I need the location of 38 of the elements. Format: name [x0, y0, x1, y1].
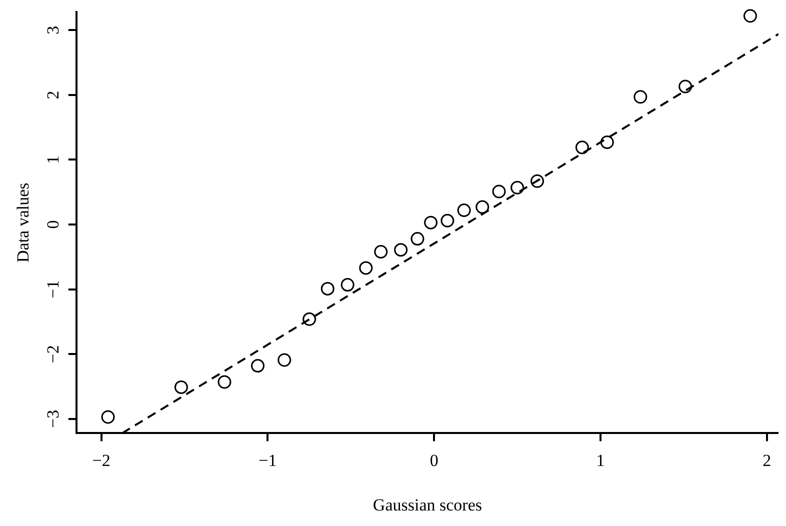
- x-axis-title: Gaussian scores: [372, 495, 482, 514]
- point: [278, 353, 292, 367]
- point: [101, 410, 115, 424]
- point: [440, 214, 454, 228]
- point: [302, 312, 316, 326]
- y-tick-label: 3: [43, 26, 62, 34]
- x-tick-label: −2: [92, 450, 110, 470]
- point: [320, 282, 334, 296]
- point: [743, 9, 757, 23]
- point: [359, 261, 373, 275]
- point: [510, 180, 524, 194]
- point: [374, 245, 388, 259]
- point: [174, 380, 188, 394]
- y-axis-title: Data values: [14, 182, 33, 262]
- point: [530, 174, 544, 188]
- point: [394, 243, 408, 257]
- point: [492, 184, 506, 198]
- x-tick-label: 2: [762, 450, 772, 470]
- point: [340, 278, 354, 292]
- x-tick-label: 1: [596, 450, 605, 470]
- point: [575, 140, 589, 154]
- point: [457, 204, 471, 218]
- point: [251, 359, 264, 373]
- y-tick-label: −3: [43, 410, 62, 428]
- point: [476, 200, 490, 214]
- point: [410, 232, 424, 246]
- y-tick-label: −2: [43, 345, 62, 364]
- point: [424, 216, 438, 230]
- y-tick-label: 0: [43, 220, 62, 229]
- y-tick-label: 2: [43, 90, 62, 100]
- x-tick-label: −1: [258, 450, 277, 470]
- point: [218, 375, 232, 389]
- y-tick-label: −1: [43, 280, 62, 298]
- point: [678, 80, 692, 94]
- x-tick-label: 0: [430, 450, 438, 470]
- point: [634, 90, 648, 104]
- point: [600, 136, 614, 149]
- y-tick-label: 1: [43, 155, 62, 164]
